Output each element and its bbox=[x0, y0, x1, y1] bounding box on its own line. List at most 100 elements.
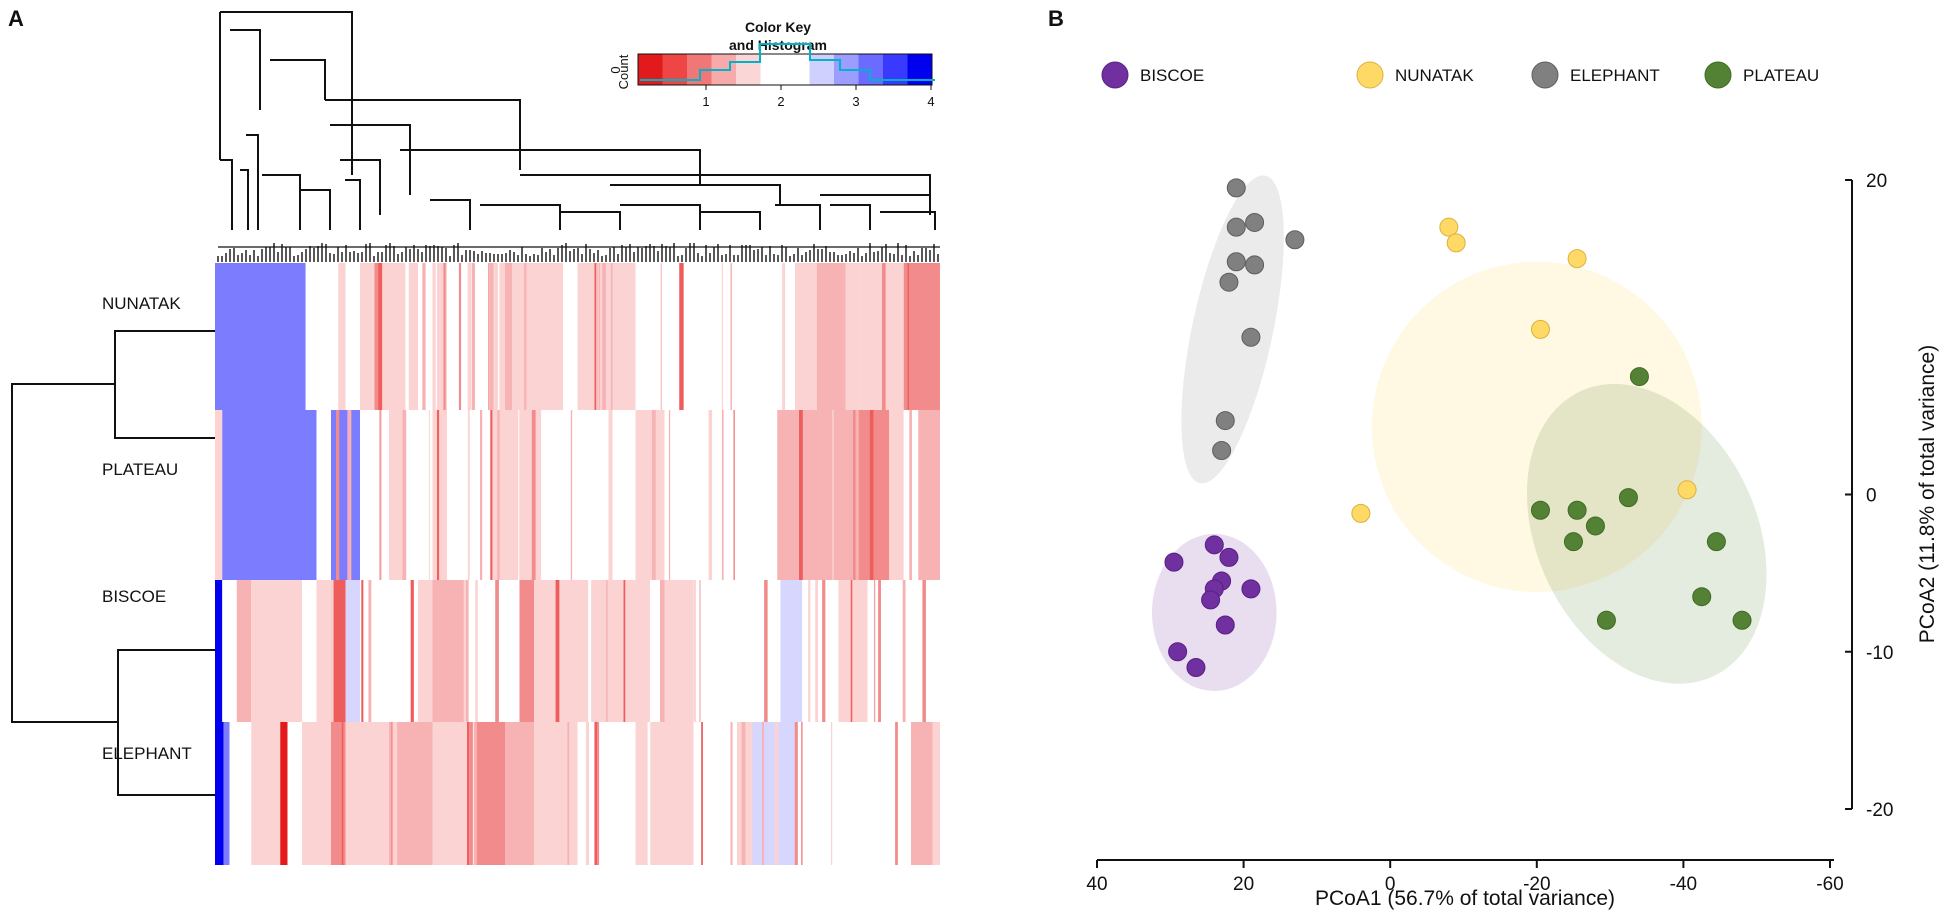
legend-label-biscoe: BISCOE bbox=[1140, 66, 1204, 85]
heat-cell-elephant-2 bbox=[229, 722, 252, 865]
heatmap-cells bbox=[215, 263, 940, 865]
heat-stripe-biscoe-22 bbox=[679, 580, 683, 722]
point-elephant-3 bbox=[1285, 230, 1305, 250]
heat-cell-nunatak-1 bbox=[305, 263, 310, 410]
heat-stripe-plateau-1 bbox=[832, 410, 834, 580]
heat-stripe-plateau-0 bbox=[379, 410, 381, 580]
row-label-elephant: ELEPHANT bbox=[102, 744, 192, 763]
x-tick-label-0: 40 bbox=[1086, 874, 1107, 895]
heat-cell-elephant-6 bbox=[302, 722, 317, 865]
column-dendrogram-branch-21 bbox=[775, 204, 821, 230]
heat-cell-biscoe-10 bbox=[432, 580, 469, 722]
heat-cell-plateau-1 bbox=[222, 410, 317, 580]
column-dendrogram-branch-22 bbox=[830, 204, 871, 230]
point-nunatak-2 bbox=[1567, 249, 1587, 269]
column-dendrogram-branch-19 bbox=[620, 204, 701, 230]
heat-stripe-elephant-13 bbox=[392, 722, 395, 865]
column-dendrogram-branch-23 bbox=[880, 211, 936, 230]
heat-cell-biscoe-6 bbox=[331, 580, 346, 722]
heat-stripe-nunatak-6 bbox=[907, 263, 909, 410]
heat-stripe-plateau-16 bbox=[708, 410, 713, 580]
y-tick-label-2: -10 bbox=[1866, 643, 1893, 664]
x-tick-label-4: -40 bbox=[1670, 874, 1697, 895]
heat-stripe-elephant-22 bbox=[681, 722, 684, 865]
heat-stripe-plateau-11 bbox=[651, 410, 656, 580]
row-dendrogram-branch-0 bbox=[114, 330, 215, 439]
ellipse-nunatak bbox=[1371, 261, 1702, 592]
heat-stripe-plateau-17 bbox=[909, 410, 912, 580]
heat-stripe-nunatak-26 bbox=[405, 263, 409, 410]
point-plateau-9 bbox=[1732, 610, 1752, 630]
column-dendrogram-branch-6 bbox=[400, 149, 701, 185]
point-plateau-4 bbox=[1618, 488, 1638, 508]
point-elephant-4 bbox=[1226, 252, 1246, 272]
heat-stripe-plateau-10 bbox=[348, 410, 352, 580]
x-tick-label-5: -60 bbox=[1816, 874, 1843, 895]
heat-stripe-plateau-20 bbox=[608, 410, 613, 580]
point-plateau-7 bbox=[1692, 587, 1712, 607]
row-dendrogram-branch-2 bbox=[11, 383, 118, 723]
heat-cell-elephant-17 bbox=[664, 722, 694, 865]
legend-marker-biscoe bbox=[1101, 61, 1129, 89]
heat-stripe-biscoe-28 bbox=[874, 580, 876, 722]
heat-stripe-nunatak-24 bbox=[679, 263, 682, 410]
heat-stripe-elephant-15 bbox=[761, 722, 764, 865]
heat-cell-biscoe-7 bbox=[345, 580, 360, 722]
panel-letter-a: A bbox=[8, 6, 24, 31]
heat-stripe-elephant-0 bbox=[895, 722, 898, 865]
color-key-swatch-7 bbox=[809, 54, 835, 85]
point-biscoe-8 bbox=[1168, 642, 1188, 662]
column-dendrogram-branch-0 bbox=[220, 11, 353, 175]
heat-cell-plateau-15 bbox=[780, 410, 853, 580]
heat-stripe-elephant-3 bbox=[647, 722, 651, 865]
point-plateau-5 bbox=[1563, 532, 1583, 552]
heat-stripe-biscoe-7 bbox=[410, 580, 414, 722]
heat-stripe-nunatak-15 bbox=[735, 263, 739, 410]
y-tick-label-3: -20 bbox=[1866, 800, 1893, 821]
legend-marker-nunatak bbox=[1356, 61, 1384, 89]
y-tick-label-0: 20 bbox=[1866, 171, 1887, 192]
heat-stripe-biscoe-24 bbox=[699, 580, 701, 722]
y-axis-ticks: 20 0 -10 -20 bbox=[1845, 171, 1893, 821]
x-tick-label-3: -20 bbox=[1523, 874, 1550, 895]
heat-stripe-plateau-7 bbox=[531, 410, 536, 580]
heat-stripe-nunatak-21 bbox=[660, 263, 662, 410]
heat-stripe-elephant-24 bbox=[472, 722, 474, 865]
heat-cell-plateau-13 bbox=[635, 410, 665, 580]
color-key: Color Key and Histogram Count 0 1 2 3 4 bbox=[608, 19, 935, 109]
heat-stripe-elephant-9 bbox=[480, 722, 484, 865]
heat-cell-plateau-8 bbox=[432, 410, 447, 580]
heat-stripe-nunatak-13 bbox=[782, 263, 786, 410]
heat-stripe-plateau-25 bbox=[870, 410, 874, 580]
heat-stripe-plateau-26 bbox=[437, 410, 440, 580]
heat-cell-nunatak-18 bbox=[795, 263, 817, 410]
heat-cell-plateau-11 bbox=[505, 410, 542, 580]
heat-stripe-plateau-19 bbox=[855, 410, 859, 580]
column-dendrogram-branch-5 bbox=[330, 124, 411, 195]
heat-cell-nunatak-0 bbox=[215, 263, 306, 410]
heat-stripe-biscoe-23 bbox=[331, 580, 334, 722]
heat-cell-nunatak-13 bbox=[512, 263, 563, 410]
heat-stripe-biscoe-21 bbox=[475, 580, 478, 722]
heat-stripe-elephant-26 bbox=[473, 722, 477, 865]
panel-letter-b: B bbox=[1048, 6, 1064, 31]
heat-cell-elephant-11 bbox=[432, 722, 469, 865]
heat-stripe-nunatak-19 bbox=[786, 263, 791, 410]
heat-stripe-plateau-18 bbox=[777, 410, 781, 580]
column-dendrogram-branch-13 bbox=[240, 169, 249, 230]
heat-cell-elephant-13 bbox=[505, 722, 534, 865]
heat-cell-plateau-19 bbox=[918, 410, 940, 580]
column-dendrogram-branch-2 bbox=[230, 29, 261, 110]
heat-cell-elephant-1 bbox=[223, 722, 230, 865]
heat-cell-biscoe-9 bbox=[418, 580, 433, 722]
heat-stripe-plateau-5 bbox=[570, 410, 573, 580]
row-dendrogram bbox=[11, 330, 215, 796]
heat-stripe-biscoe-17 bbox=[859, 580, 862, 722]
point-elephant-5 bbox=[1245, 255, 1265, 275]
color-key-title-line1: Color Key bbox=[745, 19, 811, 35]
heat-stripe-nunatak-29 bbox=[467, 263, 472, 410]
color-key-swatch-6 bbox=[785, 54, 810, 85]
point-biscoe-7 bbox=[1215, 615, 1235, 635]
color-key-histogram bbox=[640, 43, 935, 81]
